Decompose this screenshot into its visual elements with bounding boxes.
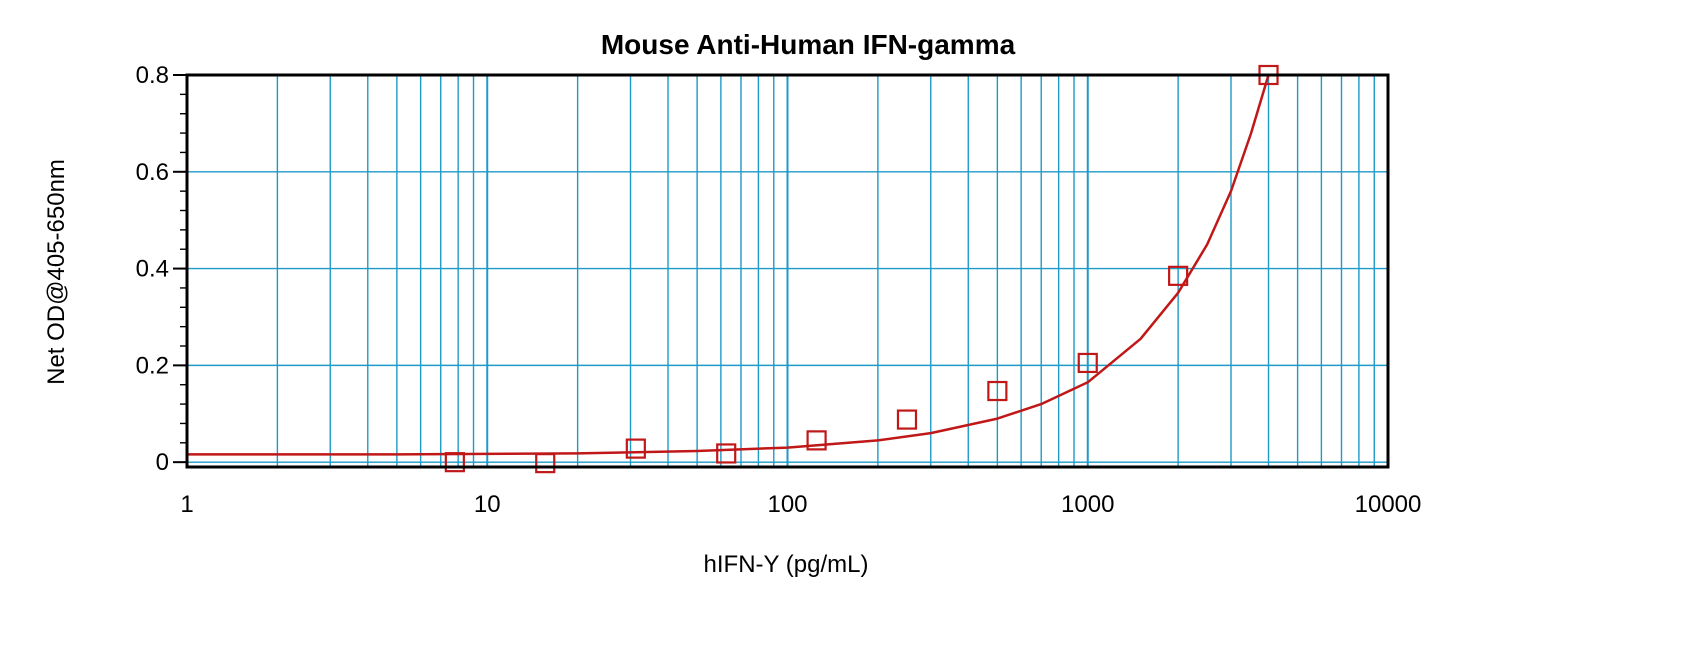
x-axis-label: hIFN-Y (pg/mL) bbox=[704, 551, 869, 578]
x-tick-label: 1 bbox=[180, 491, 193, 518]
data-point bbox=[987, 380, 1008, 402]
data-point bbox=[625, 438, 646, 459]
chart-title: Mouse Anti-Human IFN-gamma bbox=[601, 29, 1016, 60]
data-point bbox=[896, 409, 918, 430]
x-tick-label: 10000 bbox=[1355, 491, 1422, 518]
plot-frame bbox=[185, 73, 1390, 469]
y-tick-labels: 0 0.2 0.4 0.6 0.8 bbox=[136, 62, 187, 476]
fit-curve-layer bbox=[187, 74, 1270, 456]
data-point bbox=[535, 453, 556, 474]
fit-curve bbox=[187, 74, 1270, 456]
y-tick-label: 0.8 bbox=[136, 62, 169, 89]
data-point bbox=[1077, 352, 1098, 374]
data-point bbox=[716, 443, 737, 464]
y-tick-label: 0.2 bbox=[136, 352, 169, 379]
x-tick-label: 10 bbox=[474, 491, 501, 518]
x-tick-label: 1000 bbox=[1061, 491, 1114, 518]
x-tick-label: 100 bbox=[767, 491, 807, 518]
y-tick-label: 0.4 bbox=[136, 256, 169, 283]
data-point bbox=[444, 452, 465, 473]
y-tick-label: 0 bbox=[156, 449, 169, 476]
data-point bbox=[1168, 265, 1189, 286]
y-tick-label: 0.6 bbox=[136, 159, 169, 186]
x-tick-labels: 1 10 100 1000 10000 bbox=[180, 491, 1421, 518]
y-axis-label: Net OD@405-650nm bbox=[43, 159, 70, 385]
data-point bbox=[806, 430, 827, 451]
